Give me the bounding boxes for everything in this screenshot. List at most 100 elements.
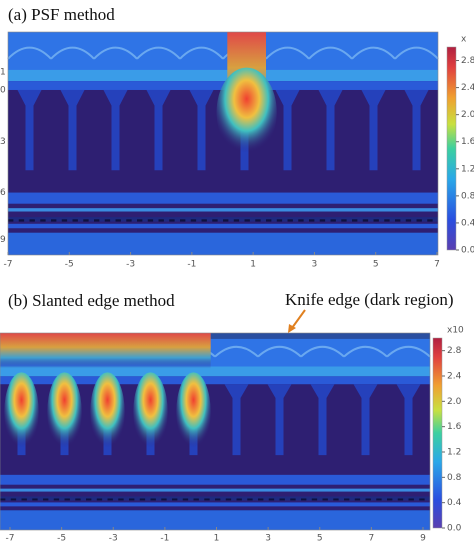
layer-band <box>8 192 438 204</box>
layer-dash <box>236 498 242 501</box>
layer-dash <box>86 498 92 501</box>
colorbar-tick-label: 2.0 <box>447 397 462 407</box>
x-tick-label: -5 <box>57 534 66 544</box>
layer-dash <box>94 219 100 222</box>
layer-dash <box>18 219 25 222</box>
layer-dash <box>405 219 412 222</box>
pillar <box>60 89 85 171</box>
layer-band <box>8 232 438 255</box>
layer-dash <box>126 219 132 222</box>
layer-dash <box>233 219 240 222</box>
layer-dash <box>61 219 68 222</box>
layer-dash <box>161 498 167 501</box>
layer-dash <box>225 498 232 501</box>
hotspot <box>90 372 125 452</box>
pillar <box>404 89 429 171</box>
layer-dash <box>395 219 401 222</box>
colorbar-tick-label: 2.8 <box>447 346 462 356</box>
layer-dash <box>10 498 17 501</box>
layer-dash <box>255 219 261 222</box>
layer-dash <box>416 219 422 222</box>
layer-dash <box>354 498 361 501</box>
hotspot <box>133 372 168 452</box>
layer-dash <box>247 498 253 501</box>
colorbar-unit: x <box>461 35 467 45</box>
y-tick-label: 6 <box>0 188 6 198</box>
plot-frame <box>7 31 439 256</box>
layer-dash <box>287 219 293 222</box>
layer-dash <box>21 498 27 501</box>
top-band <box>8 32 438 77</box>
colorbar-tick-label: 2.4 <box>461 83 474 93</box>
pillar <box>353 384 378 456</box>
hotspot <box>176 372 211 452</box>
layer-dash <box>419 498 425 501</box>
y-tick-label: 1 <box>0 68 6 78</box>
colorbar-tick-label: 0.0 <box>447 524 462 534</box>
layer-dash <box>201 219 207 222</box>
colorbar-tick-label: 2.0 <box>461 110 474 120</box>
layer-dash <box>352 219 358 222</box>
pillar <box>267 384 292 456</box>
layer-dash <box>43 498 49 501</box>
layer-band <box>8 208 438 212</box>
lens-arc <box>308 46 353 60</box>
layer-dash <box>64 498 70 501</box>
x-tick-label: -3 <box>126 260 135 270</box>
hotspot <box>47 372 82 452</box>
layer-dash <box>118 498 124 501</box>
pillar <box>318 89 343 171</box>
layer-dash <box>344 498 350 501</box>
layer-dash <box>150 498 156 501</box>
colorbar-tick-label: 1.2 <box>447 448 461 458</box>
layer-dash <box>158 219 164 222</box>
layer-dash <box>376 498 382 501</box>
colorbar <box>432 337 443 529</box>
knife-edge <box>210 333 430 339</box>
colorbar-tick-label: 1.2 <box>461 164 474 174</box>
lens-arc <box>394 46 439 60</box>
layer-dash <box>384 219 390 222</box>
light-band <box>0 366 430 377</box>
light-band <box>8 69 438 82</box>
layer-dash <box>83 219 89 222</box>
layer-dash <box>362 219 369 222</box>
layer-dash <box>244 219 250 222</box>
layer-dash <box>182 498 189 501</box>
layer-dash <box>0 498 6 501</box>
lit-top <box>0 333 211 369</box>
layer-band <box>0 474 430 485</box>
layer-dash <box>408 498 414 501</box>
layer-dash <box>365 498 371 501</box>
lens-arc <box>50 46 95 60</box>
lens-arc <box>214 345 259 358</box>
y-tick-label: 9 <box>0 235 6 245</box>
x-tick-label: -7 <box>6 534 15 544</box>
layer-dash <box>180 219 186 222</box>
pillar <box>103 89 128 171</box>
layer-dash <box>301 498 307 501</box>
colorbar-tick-label: 2.8 <box>461 56 474 66</box>
layer-dash <box>193 498 199 501</box>
layer-dash <box>341 219 347 222</box>
x-tick-label: -1 <box>187 260 196 270</box>
layer-dash <box>330 219 336 222</box>
x-tick-label: -3 <box>109 534 118 544</box>
colorbar-tick-label: 0.8 <box>447 473 462 483</box>
pillar <box>224 384 249 456</box>
layer-dash <box>51 219 57 222</box>
pillar <box>361 89 386 171</box>
colorbar <box>446 46 457 251</box>
y-tick-label: 3 <box>0 137 6 147</box>
lens-arc <box>386 345 431 358</box>
layer-dash <box>53 498 60 501</box>
mid-band <box>0 376 430 385</box>
colorbar-tick-label: 0.0 <box>461 246 474 256</box>
annotation: Knife edge (dark region) <box>285 290 454 309</box>
layer-dash <box>397 498 404 501</box>
layer-dash <box>147 219 154 222</box>
layer-dash <box>190 219 197 222</box>
panel-title: (b) Slanted edge method <box>8 291 175 310</box>
layer-dash <box>107 498 113 501</box>
layer-dash <box>387 498 393 501</box>
